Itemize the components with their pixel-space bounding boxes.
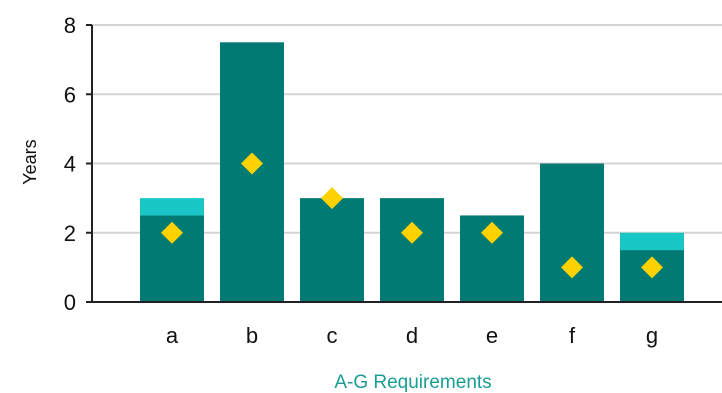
x-tick-label: d xyxy=(406,323,418,348)
y-tick-label: 8 xyxy=(64,13,76,38)
x-tick-label: b xyxy=(246,323,258,348)
y-tick-label: 4 xyxy=(64,152,76,177)
x-tick-label: e xyxy=(486,323,498,348)
x-tick-label: c xyxy=(327,323,338,348)
bar-base xyxy=(380,198,444,302)
x-axis-title: A-G Requirements xyxy=(334,372,491,393)
bar-extra xyxy=(620,233,684,250)
x-tick-label: g xyxy=(646,323,658,348)
bar-extra xyxy=(140,198,204,215)
bar-base xyxy=(300,198,364,302)
y-tick-label: 6 xyxy=(64,82,76,107)
y-tick-label: 2 xyxy=(64,221,76,246)
bars xyxy=(140,42,684,302)
y-tick-label: 0 xyxy=(64,290,76,315)
y-axis-title: Years xyxy=(20,139,40,184)
x-tick-label: a xyxy=(166,323,179,348)
x-tick-label: f xyxy=(569,323,576,348)
bar-base xyxy=(540,164,604,303)
